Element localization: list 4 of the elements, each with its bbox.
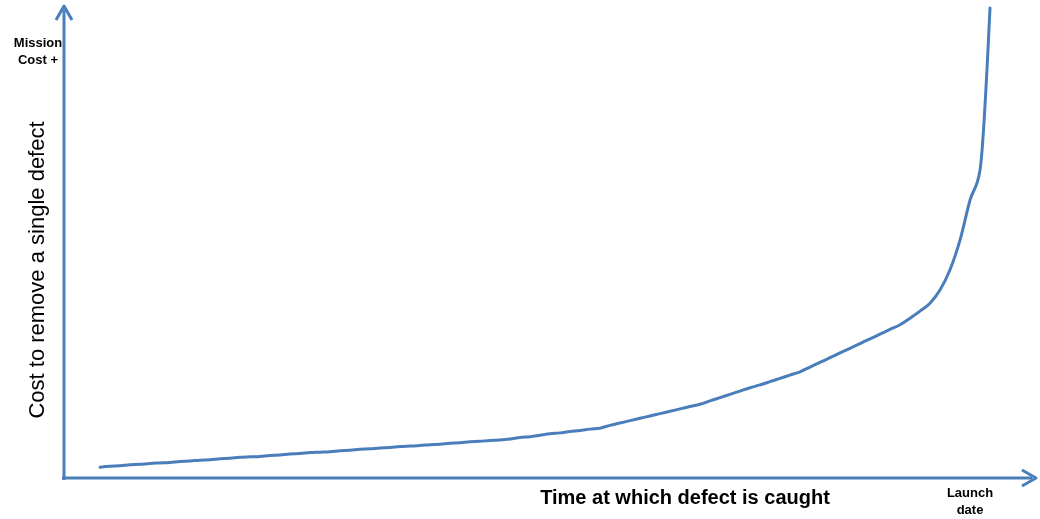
text: Launch date	[946, 485, 994, 517]
y-axis-title: Cost to remove a single defect	[24, 121, 49, 419]
text: Mission Cost +	[13, 35, 63, 67]
x-axis-title: Time at which defect is caught	[540, 486, 831, 508]
